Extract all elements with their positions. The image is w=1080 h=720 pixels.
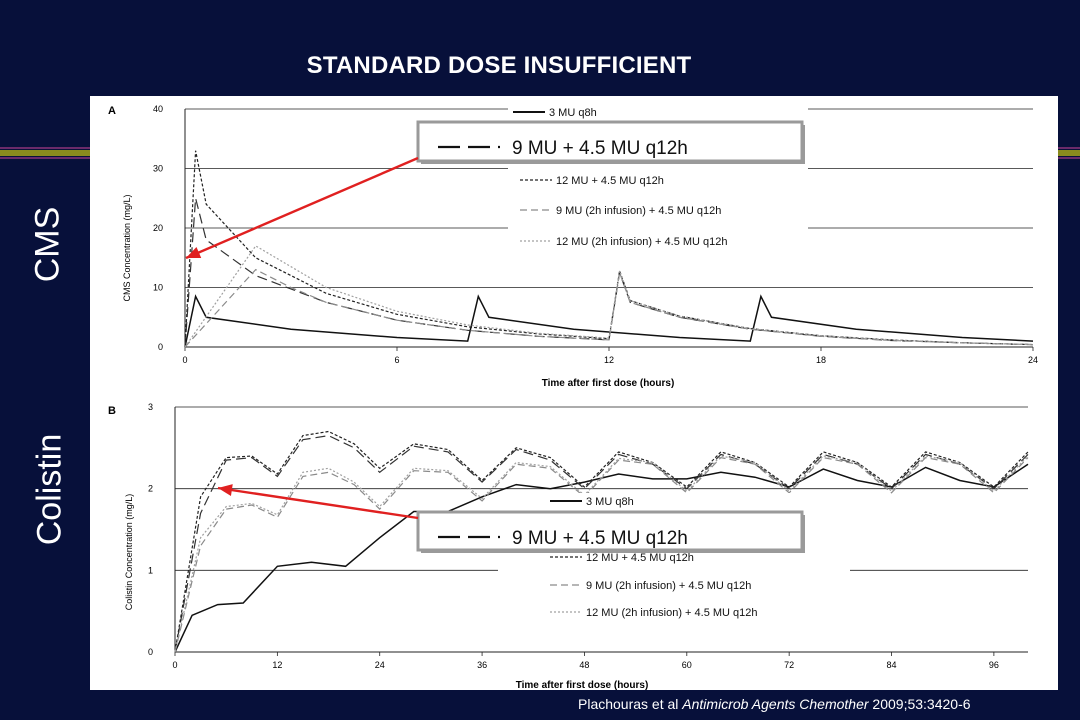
panel-b-series-line-0 — [174, 463, 1029, 653]
panel-a-series — [184, 150, 1034, 348]
panel-b-legend-label-0: 3 MU q8h — [586, 496, 634, 508]
panel-a-series-line-4 — [184, 245, 1034, 348]
citation-authors: Plachouras et al — [578, 696, 679, 712]
callouts: 9 MU + 4.5 MU q12h 9 MU + 4.5 MU q12h — [185, 120, 805, 553]
side-label-cms: CMS — [28, 206, 67, 283]
slide-title: STANDARD DOSE INSUFFICIENT — [306, 52, 692, 79]
panel-a-ylabel: CMS Concentration (mg/L) — [122, 194, 132, 301]
panel-b-ytick-label-3: 3 — [148, 402, 153, 412]
panel-a-ytick-label-3: 30 — [153, 164, 163, 174]
panel-b-callout-box — [416, 510, 804, 552]
panel-a-xtick-label-2: 12 — [604, 355, 614, 365]
panel-b-legend-label-3: 9 MU (2h infusion) + 4.5 MU q12h — [586, 580, 751, 592]
panel-a-axes: 0 10 20 30 40 0 6 12 18 24 — [153, 104, 1038, 365]
panel-b-legend-label-2: 12 MU + 4.5 MU q12h — [586, 552, 694, 564]
figure-panel: A 0 10 20 30 40 0 6 12 18 24 Time after first dos… — [90, 96, 1058, 691]
panel-a-series-line-3 — [184, 268, 1034, 348]
citation: Plachouras et al Antimicrob Agents Chemo… — [578, 696, 971, 712]
panel-b-series-line-2 — [174, 430, 1029, 653]
panel-a-legend-label-2: 12 MU + 4.5 MU q12h — [556, 175, 664, 187]
panel-b-red-arrow-shaft — [217, 486, 419, 520]
panel-b-series-line-3 — [174, 456, 1029, 653]
panel-a-legend-label-4: 12 MU (2h infusion) + 4.5 MU q12h — [556, 236, 728, 248]
panel-b-xtick-label-8: 96 — [989, 660, 999, 670]
panel-b-xtick-label-5: 60 — [682, 660, 692, 670]
panel-b-xtick-label-4: 48 — [579, 660, 589, 670]
panel-b-callout-label: 9 MU + 4.5 MU q12h — [512, 528, 688, 549]
panel-b-red-arrow-head — [218, 484, 233, 497]
panel-a: A 0 10 20 30 40 0 6 12 18 24 Time after first dos… — [108, 104, 1038, 389]
panel-b-series — [174, 430, 1029, 653]
panel-b-xtick-label-1: 12 — [272, 660, 282, 670]
panel-b-ytick-label-0: 0 — [148, 647, 153, 657]
panel-b-ylabel: Colistin Concentration (mg/L) — [124, 494, 134, 611]
panel-b-xtick-label-0: 0 — [172, 660, 177, 670]
panel-a-letter: A — [108, 105, 116, 117]
panel-a-red-arrow-head — [186, 246, 202, 258]
panel-a-xtick-label-1: 6 — [394, 355, 399, 365]
panel-a-xtick-label-4: 24 — [1028, 355, 1038, 365]
panel-b-series-line-4 — [174, 455, 1029, 653]
panel-a-red-arrow-shaft — [185, 156, 419, 260]
panel-a-callout-label: 9 MU + 4.5 MU q12h — [512, 138, 688, 159]
panel-b-ytick-label-2: 2 — [148, 484, 153, 494]
panel-a-xtick-label-0: 0 — [182, 355, 187, 365]
panel-a-legend-label-3: 9 MU (2h infusion) + 4.5 MU q12h — [556, 205, 721, 217]
panel-b-xtick-label-2: 24 — [375, 660, 385, 670]
panel-b-xtick-label-3: 36 — [477, 660, 487, 670]
panel-a-xtick-label-3: 18 — [816, 355, 826, 365]
citation-journal: Antimicrob Agents Chemother — [682, 696, 869, 712]
panel-b-letter: B — [108, 405, 116, 417]
panel-a-ytick-label-2: 20 — [153, 223, 163, 233]
panel-a-ytick-label-0: 0 — [158, 342, 163, 352]
panel-b-ytick-label-1: 1 — [148, 565, 153, 575]
panel-a-legend-label-0: 3 MU q8h — [549, 107, 597, 119]
panel-a-ytick-label-1: 10 — [153, 283, 163, 293]
panel-b-xtick-label-6: 72 — [784, 660, 794, 670]
panel-a-series-line-0 — [184, 294, 1034, 348]
citation-details: 2009;53:3420-6 — [872, 696, 971, 712]
panel-b-xtick-label-7: 84 — [887, 660, 897, 670]
panel-b-xlabel: Time after first dose (hours) — [516, 680, 649, 690]
side-label-colistin: Colistin — [30, 433, 69, 546]
panel-a-ytick-label-4: 40 — [153, 104, 163, 114]
panel-a-xlabel: Time after first dose (hours) — [542, 378, 675, 389]
panel-b-legend-label-4: 12 MU (2h infusion) + 4.5 MU q12h — [586, 607, 758, 619]
panel-a-callout-box — [416, 120, 804, 163]
